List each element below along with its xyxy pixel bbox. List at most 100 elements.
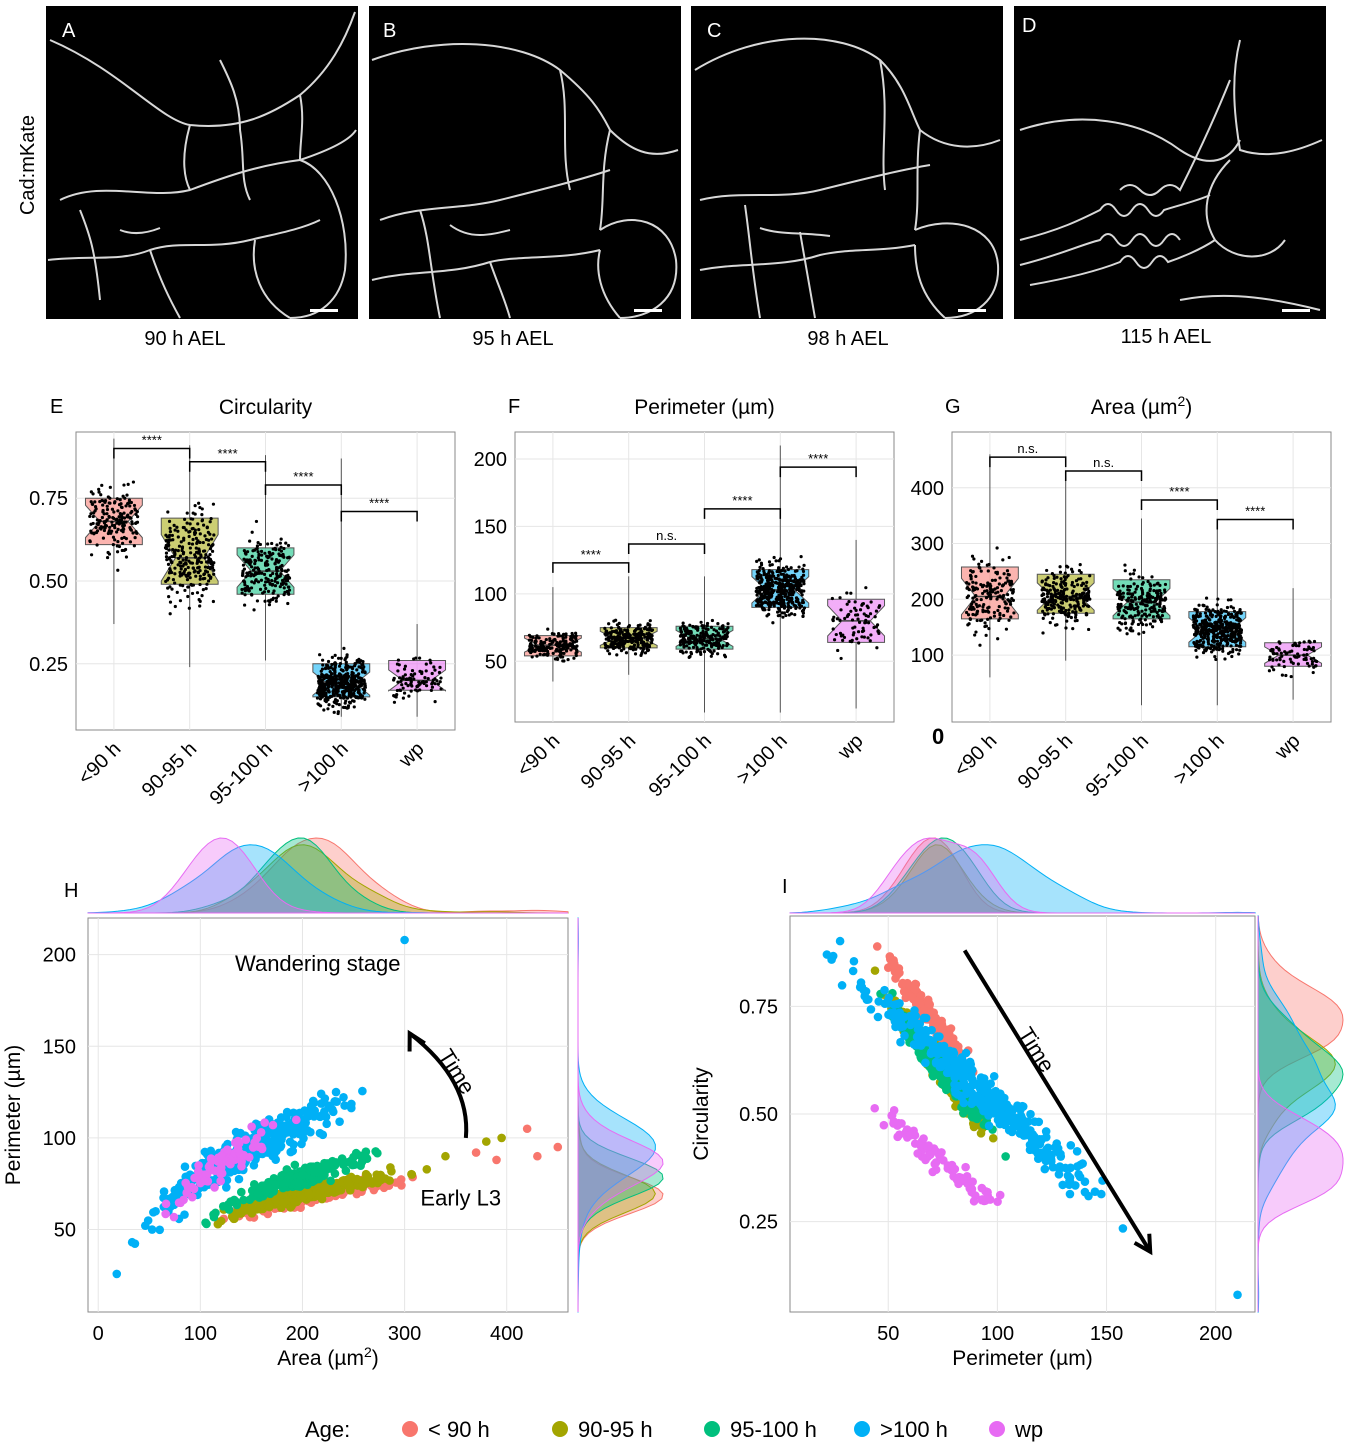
- density-top-4: [87, 837, 568, 914]
- data-point: [992, 614, 997, 618]
- data-point: [439, 687, 443, 691]
- data-point: [253, 562, 257, 566]
- data-point: [1193, 619, 1197, 624]
- panel-letter-g: G: [945, 396, 961, 418]
- data-point: [1064, 613, 1068, 617]
- data-point: [252, 1134, 262, 1143]
- data-point: [276, 560, 281, 564]
- data-point: [349, 683, 353, 687]
- data-point: [1220, 629, 1225, 633]
- data-point: [207, 538, 211, 542]
- data-point: [165, 578, 170, 582]
- data-point: [1074, 613, 1078, 617]
- significance-bracket: [989, 456, 1067, 468]
- data-point: [861, 626, 865, 630]
- data-point: [1006, 598, 1010, 602]
- micrograph-a-image: [46, 6, 358, 319]
- data-point: [242, 557, 246, 561]
- data-point: [860, 629, 865, 634]
- data-point: [1148, 607, 1152, 611]
- data-point: [361, 667, 365, 672]
- data-point: [606, 645, 610, 649]
- data-point: [1121, 584, 1125, 588]
- data-point: [1160, 610, 1165, 614]
- data-point: [326, 666, 331, 670]
- data-point: [860, 635, 864, 639]
- data-point: [1135, 584, 1140, 588]
- data-point: [705, 621, 710, 626]
- data-point: [772, 604, 776, 608]
- data-point: [838, 618, 842, 622]
- jitter-points-3: [754, 555, 807, 625]
- data-point: [116, 568, 120, 572]
- data-point: [546, 652, 550, 656]
- data-point: [324, 687, 328, 691]
- y-tick-label: 0.25: [739, 1212, 778, 1234]
- data-point: [1229, 598, 1233, 602]
- data-point: [258, 571, 262, 575]
- data-point: [694, 626, 698, 630]
- data-point: [977, 604, 981, 608]
- data-point: [355, 1151, 365, 1160]
- data-point: [684, 650, 688, 654]
- data-point: [179, 1195, 188, 1205]
- data-point: [89, 529, 93, 533]
- data-point: [123, 547, 128, 552]
- data-point: [297, 1139, 306, 1149]
- data-point: [173, 581, 177, 585]
- data-point: [1052, 602, 1057, 606]
- data-point: [1310, 662, 1314, 666]
- data-point: [1133, 590, 1137, 594]
- data-point: [323, 676, 327, 680]
- data-point: [769, 591, 773, 596]
- data-point: [790, 596, 794, 600]
- data-point: [363, 685, 367, 689]
- data-point: [282, 1178, 291, 1187]
- data-point: [800, 593, 804, 597]
- data-point: [342, 694, 346, 698]
- y-tick-label: 400: [911, 478, 944, 500]
- data-point: [533, 644, 538, 648]
- data-point: [424, 662, 428, 666]
- data-point: [1115, 592, 1119, 597]
- data-point: [386, 1163, 395, 1172]
- data-point: [209, 559, 213, 563]
- y-tick-label: 0.75: [29, 488, 68, 510]
- data-point: [240, 587, 244, 592]
- data-point: [190, 591, 195, 596]
- data-point: [645, 635, 650, 639]
- data-point: [361, 662, 365, 667]
- data-point: [200, 1176, 209, 1186]
- data-point: [168, 567, 172, 571]
- data-point: [982, 602, 986, 607]
- data-point: [332, 710, 336, 714]
- y-tick-label: 100: [43, 1128, 76, 1150]
- data-point: [333, 670, 337, 674]
- data-point: [290, 1198, 300, 1207]
- data-point: [792, 603, 796, 607]
- data-point: [789, 606, 793, 610]
- data-point: [874, 609, 879, 613]
- data-point: [1312, 639, 1317, 644]
- data-point: [1222, 609, 1226, 613]
- data-point: [108, 485, 112, 489]
- data-point: [326, 659, 331, 664]
- data-point: [698, 650, 703, 655]
- data-point: [191, 566, 195, 570]
- data-point: [770, 578, 774, 582]
- data-point: [110, 529, 114, 533]
- data-point: [1159, 617, 1163, 621]
- data-point: [722, 653, 727, 657]
- data-point: [1078, 593, 1082, 597]
- data-point: [1283, 650, 1287, 654]
- data-point: [91, 521, 95, 526]
- data-point: [197, 565, 201, 569]
- data-point: [208, 520, 212, 524]
- data-point: [177, 544, 182, 548]
- data-point: [628, 639, 632, 643]
- data-point: [270, 557, 274, 561]
- data-point: [345, 679, 349, 683]
- data-point: [430, 671, 434, 676]
- data-point: [1052, 573, 1056, 578]
- data-point: [167, 595, 171, 599]
